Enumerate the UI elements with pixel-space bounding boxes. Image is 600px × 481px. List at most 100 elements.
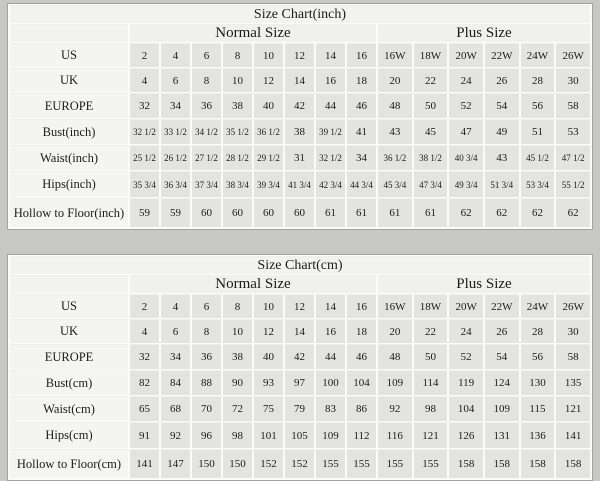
size-cell: 141 (130, 450, 159, 478)
row-label: US (10, 44, 128, 67)
size-cell: 155 (413, 450, 448, 478)
size-cell: 38 1/2 (413, 146, 448, 170)
size-cell: 38 3/4 (223, 172, 252, 197)
size-cell: 20 (378, 69, 412, 92)
row-label: EUROPE (10, 94, 128, 118)
size-cell: 96 (192, 423, 221, 448)
size-cell: 158 (449, 450, 483, 478)
size-cell: 6 (161, 320, 190, 343)
size-cell: 61 (378, 199, 412, 227)
size-cell: 46 (347, 94, 376, 118)
size-cell: 116 (378, 423, 412, 448)
table-title-row: Size Chart(inch) (10, 6, 590, 23)
size-cell: 61 (316, 199, 345, 227)
size-cell: 16 (347, 295, 376, 318)
size-cell: 26W (556, 295, 590, 318)
size-cell: 33 1/2 (161, 120, 190, 144)
size-cell: 48 (378, 94, 412, 118)
size-cell: 53 (556, 120, 590, 144)
size-cell: 36 3/4 (161, 172, 190, 197)
size-cell: 84 (161, 371, 190, 395)
size-cell: 136 (520, 423, 555, 448)
size-cell: 101 (254, 423, 283, 448)
size-cell: 124 (484, 371, 519, 395)
table-title: Size Chart(inch) (10, 6, 590, 23)
size-cell: 155 (316, 450, 345, 478)
row-label: Hollow to Floor(inch) (10, 199, 128, 227)
size-cell: 18 (347, 320, 376, 343)
row-label: Waist(inch) (10, 146, 128, 170)
size-cell: 28 1/2 (223, 146, 252, 170)
size-cell: 150 (192, 450, 221, 478)
size-cell: 55 1/2 (556, 172, 590, 197)
table-row: EUROPE 32 34 36 38 40 42 44 46 48 50 52 54 56 58 (10, 345, 590, 369)
size-cell: 36 1/2 (254, 120, 283, 144)
size-cell: 90 (223, 371, 252, 395)
size-cell: 50 (413, 345, 448, 369)
size-cell: 121 (556, 397, 590, 421)
table-title: Size Chart(cm) (10, 257, 590, 274)
size-cell: 28 (520, 69, 555, 92)
size-cell: 12 (254, 69, 283, 92)
row-label: Hollow to Floor(cm) (10, 450, 128, 478)
size-cell: 114 (413, 371, 448, 395)
size-cell: 32 (130, 345, 159, 369)
size-cell: 12 (285, 44, 314, 67)
size-cell: 112 (347, 423, 376, 448)
size-cell: 68 (161, 397, 190, 421)
size-cell: 14 (316, 295, 345, 318)
size-cell: 12 (254, 320, 283, 343)
size-cell: 47 3/4 (413, 172, 448, 197)
size-cell: 8 (192, 320, 221, 343)
size-cell: 29 1/2 (254, 146, 283, 170)
size-cell: 44 (316, 94, 345, 118)
size-cell: 41 3/4 (285, 172, 314, 197)
size-cell: 158 (484, 450, 519, 478)
size-cell: 27 1/2 (192, 146, 221, 170)
row-label: Waist(cm) (10, 397, 128, 421)
size-cell: 52 (449, 94, 483, 118)
row-label: Bust(cm) (10, 371, 128, 395)
size-cell: 155 (378, 450, 412, 478)
size-cell: 52 (449, 345, 483, 369)
size-cell: 16 (316, 320, 345, 343)
size-cell: 39 3/4 (254, 172, 283, 197)
table-row: UK 4 6 8 10 12 14 16 18 20 22 24 26 28 30 (10, 69, 590, 92)
size-cell: 58 (556, 94, 590, 118)
size-cell: 135 (556, 371, 590, 395)
size-cell: 47 1/2 (556, 146, 590, 170)
size-cell: 54 (484, 94, 519, 118)
size-cell: 152 (285, 450, 314, 478)
table-row: Bust(cm) 82 84 88 90 93 97 100 104 109 114 119 124 13… (10, 371, 590, 395)
size-cell: 36 (192, 94, 221, 118)
size-cell: 98 (413, 397, 448, 421)
row-label: Hips(cm) (10, 423, 128, 448)
size-cell: 30 (556, 69, 590, 92)
size-cell: 119 (449, 371, 483, 395)
size-cell: 42 (285, 94, 314, 118)
size-cell: 47 (449, 120, 483, 144)
size-cell: 22W (484, 295, 519, 318)
size-cell: 82 (130, 371, 159, 395)
corner-cell (10, 25, 128, 42)
group-header-row: Normal Size Plus Size (10, 276, 590, 293)
size-cell: 34 1/2 (192, 120, 221, 144)
size-cell: 24W (520, 44, 555, 67)
size-cell: 38 (223, 345, 252, 369)
size-cell: 100 (316, 371, 345, 395)
size-cell: 28 (520, 320, 555, 343)
size-cell: 26W (556, 44, 590, 67)
corner-cell (10, 276, 128, 293)
size-cell: 158 (520, 450, 555, 478)
size-cell: 43 (378, 120, 412, 144)
size-cell: 22 (413, 320, 448, 343)
size-chart-cm-table: Size Chart(cm) Normal Size Plus Size US 2 4 6 8… (7, 254, 593, 481)
size-cell: 26 1/2 (161, 146, 190, 170)
size-cell: 126 (449, 423, 483, 448)
size-cell: 60 (192, 199, 221, 227)
size-cell: 58 (556, 345, 590, 369)
size-cell: 14 (285, 320, 314, 343)
size-cell: 131 (484, 423, 519, 448)
size-cell: 61 (413, 199, 448, 227)
